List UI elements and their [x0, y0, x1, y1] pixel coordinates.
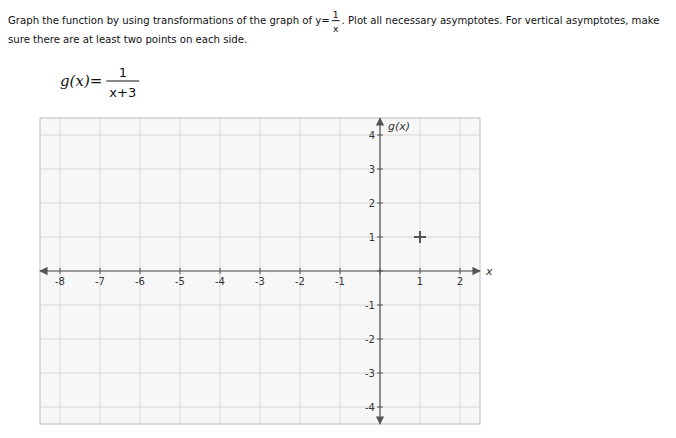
- point: [414, 231, 426, 243]
- header-text: . Plot all necessary asymptotes. For ver…: [342, 15, 660, 26]
- x-tick-label: -2: [295, 276, 305, 287]
- x-tick: [220, 268, 221, 274]
- x-tick-label: -6: [135, 276, 145, 287]
- grid-line: [40, 203, 480, 204]
- x-tick-label: -7: [95, 276, 105, 287]
- header-text: Graph the function by using transformati…: [8, 15, 330, 26]
- x-tick: [180, 268, 181, 274]
- grid-line: [460, 118, 461, 424]
- y-tick: [377, 305, 383, 306]
- formula-bar: [106, 81, 139, 82]
- y-axis-label: g(x): [388, 120, 410, 133]
- y-tick-label: 4: [369, 130, 375, 141]
- x-tick: [60, 268, 61, 274]
- x-tick: [340, 268, 341, 274]
- formula-label: g(x)=: [60, 72, 102, 90]
- y-tick: [377, 169, 383, 170]
- grid-line: [40, 169, 480, 170]
- y-tick-label: 3: [369, 164, 375, 175]
- x-tick: [100, 268, 101, 274]
- x-tick: [300, 268, 301, 274]
- axes: -8 -7 -6 -5 -4 -3 -2 -1 1 2 -4 -3 -2 -1 1 2 3 4: [40, 118, 480, 424]
- y-tick-label: -2: [365, 334, 375, 345]
- grid-line: [140, 118, 141, 424]
- grid-line: [40, 339, 480, 340]
- grid-line: [340, 118, 341, 424]
- y-tick-label: -3: [365, 368, 375, 379]
- points: [414, 231, 426, 243]
- x-tick: [260, 268, 261, 274]
- x-tick: [420, 268, 421, 274]
- y-tick: [377, 271, 383, 272]
- y-tick-label: -1: [365, 300, 375, 311]
- y-tick: [377, 135, 383, 136]
- y-tick-label: 1: [369, 232, 375, 243]
- formula-num: 1: [119, 65, 127, 80]
- x-tick-label: -4: [215, 276, 225, 287]
- formula-den: x+3: [109, 85, 136, 100]
- header-text: sure there are at least two points on ea…: [8, 34, 247, 45]
- grid-line: [420, 118, 421, 424]
- y-tick: [377, 339, 383, 340]
- plot-area: [40, 118, 480, 424]
- grid-line: [40, 135, 480, 136]
- x-axis-label: x: [485, 265, 493, 278]
- formula: g(x)= 1 x+3: [60, 65, 139, 100]
- x-tick-label: -1: [335, 276, 345, 287]
- x-tick: [140, 268, 141, 274]
- grid-line: [220, 118, 221, 424]
- x-tick-label: -5: [175, 276, 185, 287]
- grid-line: [300, 118, 301, 424]
- x-tick: [460, 268, 461, 274]
- header-frac-num: 1: [333, 10, 339, 20]
- grid-line: [100, 118, 101, 424]
- y-tick: [377, 237, 383, 238]
- y-tick: [377, 373, 383, 374]
- x-tick-label: 2: [457, 276, 463, 287]
- x-tick-label: 1: [417, 276, 423, 287]
- y-tick-label: -4: [365, 402, 375, 413]
- y-tick: [377, 407, 383, 408]
- grid-line: [40, 373, 480, 374]
- header-frac-den: x: [333, 24, 339, 34]
- x-tick-label: -8: [55, 276, 65, 287]
- header: Graph the function by using transformati…: [8, 10, 659, 45]
- grid-line: [60, 118, 61, 424]
- x-tick-label: -3: [255, 276, 265, 287]
- header-frac-bar: [332, 20, 340, 21]
- chart: Graph the function by using transformati…: [0, 0, 676, 438]
- grid-line: [40, 305, 480, 306]
- grid-line: [180, 118, 181, 424]
- y-tick-label: 2: [369, 198, 375, 209]
- grid: [40, 118, 480, 424]
- grid-line: [40, 407, 480, 408]
- y-tick: [377, 203, 383, 204]
- grid-line: [260, 118, 261, 424]
